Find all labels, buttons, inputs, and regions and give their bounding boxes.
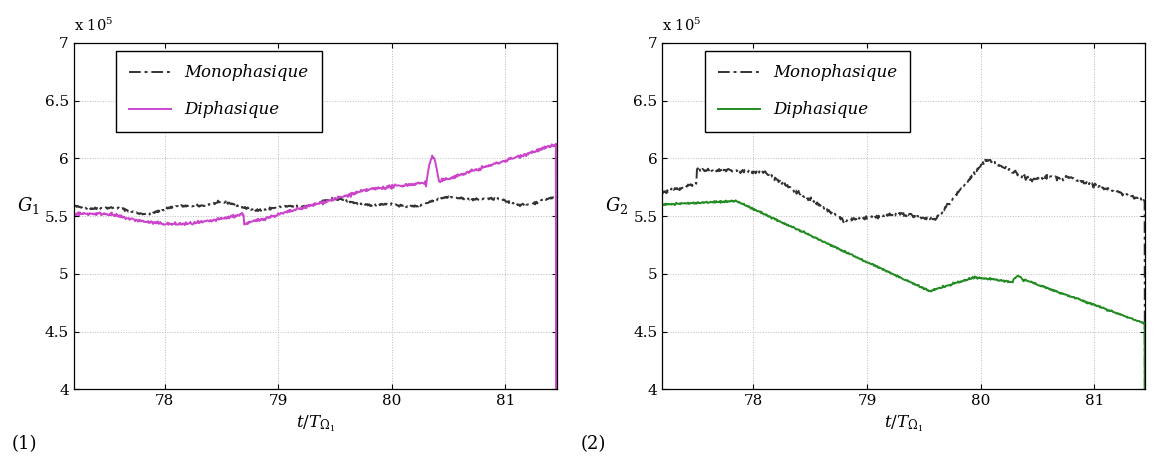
Monophasique [1032, 176, 1046, 181]
Diphasique [185, 221, 199, 227]
Diphasique [443, 176, 457, 181]
Diphasique [1032, 283, 1046, 288]
Monophasique [66, 203, 80, 209]
Diphasique [548, 141, 562, 147]
Text: x 10$^5$: x 10$^5$ [73, 17, 113, 34]
Y-axis label: $G_1$: $G_1$ [16, 195, 40, 216]
Line: Monophasique: Monophasique [73, 196, 557, 214]
Monophasique [791, 188, 805, 194]
Monophasique [973, 164, 987, 170]
Diphasique [202, 218, 216, 224]
Monophasique [203, 202, 217, 207]
Monophasique [186, 203, 200, 209]
Monophasique [978, 157, 992, 163]
Diphasique [655, 202, 669, 207]
Diphasique [729, 197, 743, 203]
Text: (2): (2) [581, 436, 607, 453]
X-axis label: $t/T_{\Omega_1}$: $t/T_{\Omega_1}$ [295, 414, 335, 434]
Text: (1): (1) [12, 436, 37, 453]
Diphasique [502, 156, 516, 161]
Monophasique [774, 180, 788, 186]
Monophasique [655, 191, 669, 196]
Monophasique [550, 195, 564, 200]
Text: x 10$^5$: x 10$^5$ [662, 17, 702, 34]
Diphasique [383, 185, 397, 190]
Diphasique [792, 227, 806, 233]
Y-axis label: $G_2$: $G_2$ [605, 195, 629, 216]
Diphasique [66, 212, 80, 217]
Diphasique [974, 276, 988, 281]
Diphasique [220, 216, 234, 222]
Monophasique [385, 201, 399, 206]
Monophasique [1091, 185, 1105, 190]
Monophasique [220, 200, 234, 205]
X-axis label: $t/T_{\Omega_1}$: $t/T_{\Omega_1}$ [884, 414, 924, 434]
Line: Monophasique: Monophasique [662, 160, 1146, 458]
Monophasique [503, 200, 517, 205]
Legend: Monophasique, Diphasique: Monophasique, Diphasique [704, 51, 910, 132]
Monophasique [442, 194, 456, 199]
Line: Diphasique: Diphasique [73, 144, 557, 458]
Diphasique [774, 219, 788, 225]
Line: Diphasique: Diphasique [662, 200, 1146, 458]
Monophasique [143, 212, 157, 217]
Diphasique [1091, 303, 1105, 309]
Legend: Monophasique, Diphasique: Monophasique, Diphasique [116, 51, 322, 132]
Diphasique [809, 235, 823, 240]
Monophasique [808, 202, 822, 207]
Monophasique [444, 194, 458, 200]
